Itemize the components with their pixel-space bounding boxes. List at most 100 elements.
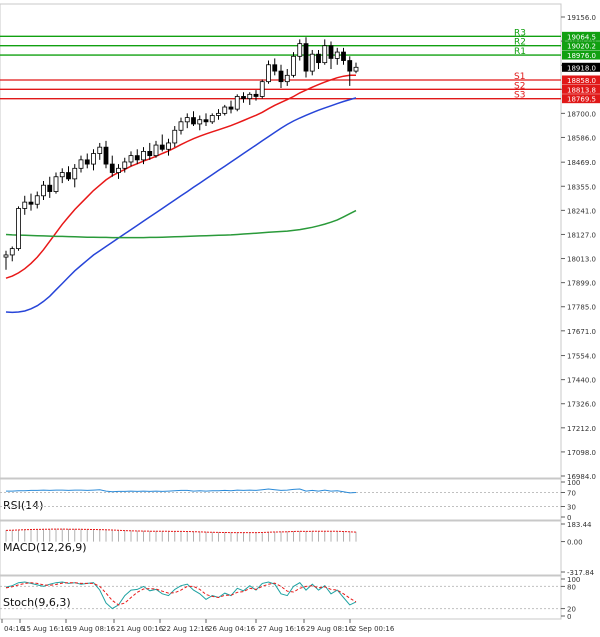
price-tick-label: 17671.0 bbox=[567, 328, 596, 336]
price-tick-label: 18241.0 bbox=[567, 207, 596, 215]
indicator-panels: RSI(14) 100 70 30 0 MACD(12,26,9) 183.44 0.00 -3… bbox=[0, 479, 595, 621]
candle-body-up bbox=[22, 201, 28, 209]
candle-body-up bbox=[353, 66, 359, 72]
candle-body-up bbox=[172, 129, 178, 144]
time-tick-label: 19 Aug 08:16 bbox=[68, 625, 116, 633]
candle bbox=[347, 56, 353, 86]
candle-body-up bbox=[334, 51, 340, 59]
indicator-tick-label: 0 bbox=[567, 613, 571, 621]
candle bbox=[153, 140, 159, 158]
candle-body-down bbox=[191, 117, 196, 125]
level-price-label: 18858.0 bbox=[567, 77, 596, 85]
candle-body-down bbox=[341, 51, 346, 61]
candle-body-up bbox=[178, 121, 184, 131]
candle-body-up bbox=[78, 159, 84, 169]
candle bbox=[72, 164, 78, 188]
candle bbox=[297, 39, 303, 61]
price-tick-label: 17554.0 bbox=[567, 353, 596, 361]
indicator-tick-label: 183.44 bbox=[567, 521, 592, 529]
candle-body-up bbox=[266, 64, 271, 83]
candle bbox=[222, 104, 228, 116]
candle bbox=[334, 47, 340, 65]
level-name: R2 bbox=[514, 38, 526, 48]
price-tick-label: 17326.0 bbox=[567, 401, 596, 409]
level-price-tag bbox=[562, 94, 600, 104]
price-tick-label: 18586.0 bbox=[567, 134, 596, 142]
candle-body-up bbox=[34, 195, 40, 205]
level-price-tag bbox=[562, 41, 600, 51]
stoch-panel-frame bbox=[0, 575, 562, 620]
time-tick-label: 29 Aug 08:16 bbox=[306, 625, 354, 633]
level-name: S3 bbox=[514, 91, 525, 101]
candle bbox=[91, 149, 96, 171]
candle-body-down bbox=[328, 45, 334, 59]
level-price-label: 18769.5 bbox=[567, 96, 596, 104]
candle bbox=[209, 113, 215, 124]
candle bbox=[341, 47, 346, 65]
rsi-line bbox=[6, 488, 357, 494]
time-tick-label: 22 Aug 12:16 bbox=[162, 625, 210, 633]
candle-body-up bbox=[59, 172, 65, 178]
candle bbox=[266, 60, 271, 84]
candle-body-up bbox=[153, 144, 159, 157]
candle-body-up bbox=[128, 155, 134, 163]
level-price-label: 19020.2 bbox=[567, 43, 596, 51]
candle bbox=[291, 52, 296, 78]
candle-body-up bbox=[41, 184, 46, 197]
indicator-tick-label: 20 bbox=[567, 606, 576, 614]
candle bbox=[303, 37, 309, 78]
level-price-tag bbox=[562, 84, 600, 94]
candle bbox=[316, 49, 321, 69]
time-tick-label: 15 Aug 16:16 bbox=[22, 625, 70, 633]
price-tick-label: 17098.0 bbox=[567, 449, 596, 457]
candle-body-up bbox=[222, 106, 228, 114]
candle-body-up bbox=[197, 119, 203, 125]
candle bbox=[247, 92, 253, 105]
indicator-tick-label: -317.84 bbox=[567, 569, 595, 577]
level-name: S1 bbox=[514, 72, 525, 82]
current-price-label: 18918.0 bbox=[567, 64, 596, 72]
candle bbox=[197, 115, 203, 131]
candle bbox=[178, 117, 184, 135]
candle-body-down bbox=[159, 144, 165, 150]
candlesticks bbox=[3, 37, 359, 270]
candle-body-up bbox=[72, 167, 78, 180]
level-name: R1 bbox=[514, 47, 526, 57]
stoch-signal-line bbox=[5, 582, 357, 606]
candle-body-up bbox=[53, 176, 59, 192]
candle bbox=[28, 193, 34, 211]
price-tick-label: 18700.0 bbox=[567, 110, 596, 118]
candle-body-down bbox=[278, 70, 284, 83]
candle-body-up bbox=[184, 117, 190, 123]
time-tick-label: 2 Sep 00:16 bbox=[352, 625, 395, 633]
candle bbox=[78, 155, 84, 173]
level-price-tag bbox=[562, 75, 600, 85]
candle bbox=[353, 62, 359, 74]
price-tick-label: 17785.0 bbox=[567, 304, 596, 312]
indicator-tick-label: 100 bbox=[567, 576, 580, 584]
candle bbox=[84, 153, 90, 169]
moving-average-line bbox=[5, 74, 356, 279]
candle bbox=[172, 126, 178, 148]
level-price-tag bbox=[562, 50, 600, 60]
candle-body-up bbox=[284, 74, 290, 83]
price-tick-label: 17440.0 bbox=[567, 377, 596, 385]
macd-signal-line bbox=[5, 528, 357, 534]
price-tick-label: 18013.0 bbox=[567, 256, 596, 264]
candle-body-down bbox=[316, 53, 321, 64]
candle bbox=[328, 41, 334, 69]
level-name: S2 bbox=[514, 81, 525, 91]
indicator-tick-label: 0 bbox=[567, 514, 571, 522]
moving-average-line bbox=[5, 97, 357, 314]
candle bbox=[166, 138, 171, 156]
candle-body-up bbox=[216, 112, 221, 116]
candle bbox=[241, 92, 246, 103]
time-tick-label: 21 Aug 00:16 bbox=[116, 625, 164, 633]
candle bbox=[3, 250, 9, 270]
price-tick-label: 17212.0 bbox=[567, 425, 596, 433]
candle bbox=[116, 164, 121, 179]
candle-body-down bbox=[347, 60, 353, 72]
price-tick-label: 18355.0 bbox=[567, 183, 596, 191]
candle bbox=[322, 39, 328, 65]
